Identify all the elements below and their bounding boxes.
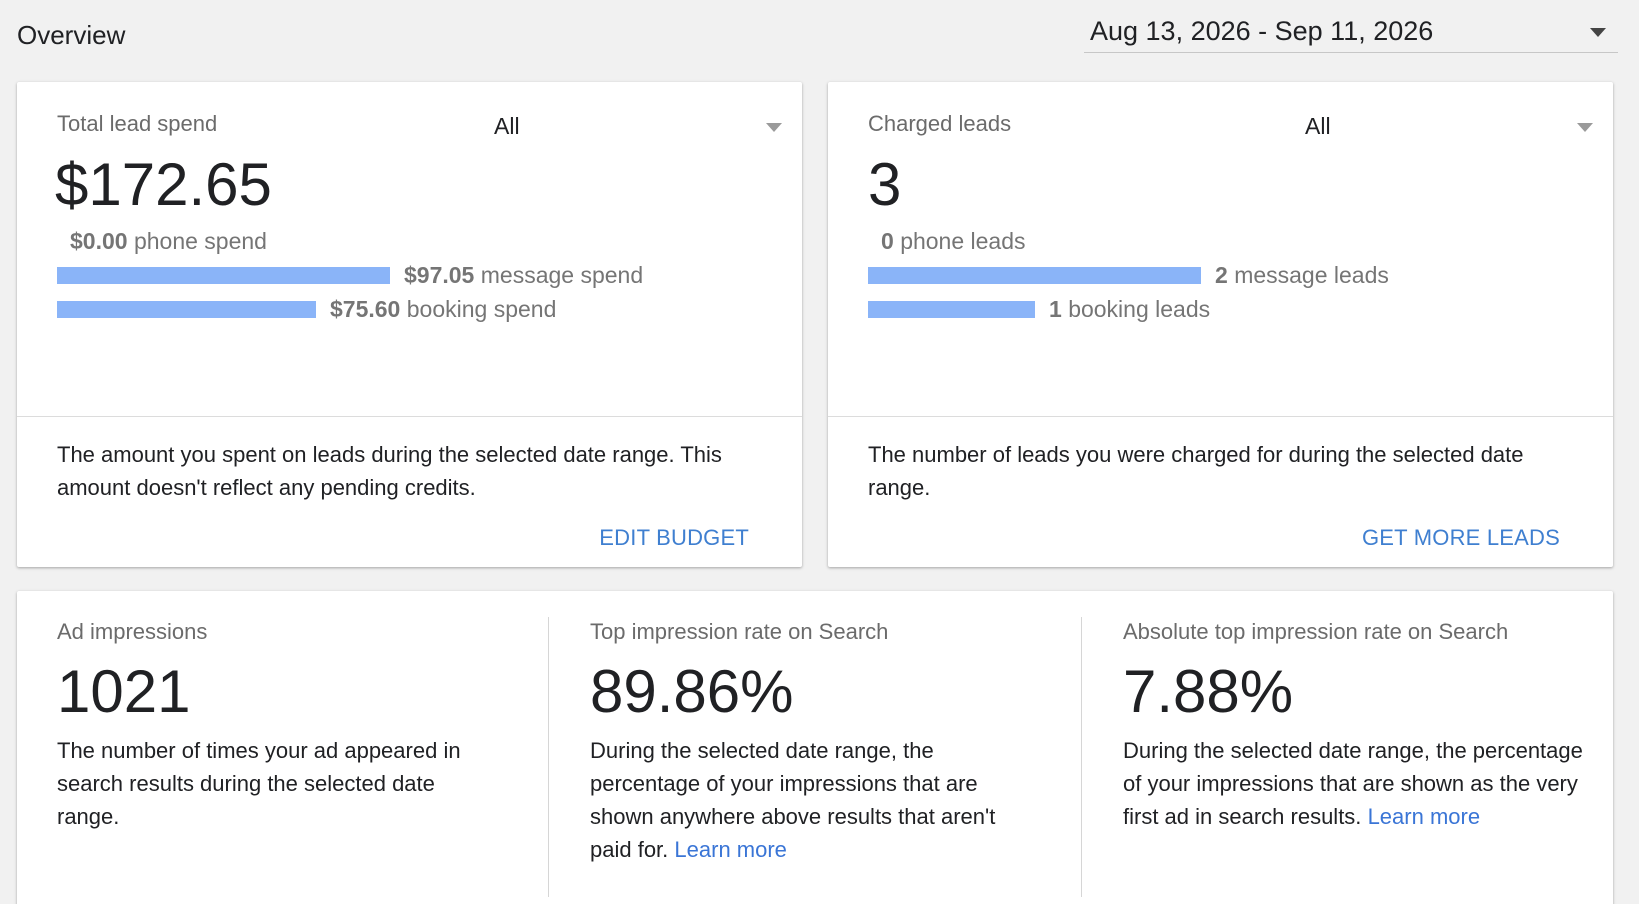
phone-spend-amount: $0.00 <box>70 228 128 254</box>
metric-value: 7.88% <box>1123 658 1294 725</box>
metric-absolute-top-impression-rate: Absolute top impression rate on Search 7… <box>1123 591 1593 891</box>
learn-more-link[interactable]: Learn more <box>1367 804 1481 829</box>
booking-leads-row: 1 booking leads <box>868 296 1210 324</box>
spend-card-label: Total lead spend <box>57 111 218 136</box>
message-spend-label: message spend <box>480 262 644 288</box>
chevron-down-icon <box>1577 123 1593 132</box>
page-title: Overview <box>17 20 126 50</box>
message-spend-amount: $97.05 <box>404 262 475 288</box>
metric-value: 1021 <box>57 658 191 725</box>
metric-description: During the selected date range, the perc… <box>1123 738 1583 829</box>
leads-filter-value: All <box>1305 113 1331 139</box>
leads-card: Charged leads All 3 0 phone leads 2 mess… <box>828 82 1613 567</box>
metric-label: Top impression rate on Search <box>590 619 889 644</box>
metric-description: During the selected date range, the perc… <box>590 738 996 862</box>
phone-leads-label: phone leads <box>900 228 1026 254</box>
booking-leads-bar <box>868 301 1035 318</box>
spend-description: The amount you spent on leads during the… <box>57 442 722 500</box>
message-leads-amount: 2 <box>1215 262 1228 288</box>
metric-divider <box>548 617 549 897</box>
card-divider <box>828 416 1613 417</box>
booking-spend-amount: $75.60 <box>330 296 401 322</box>
phone-spend-label: phone spend <box>133 228 267 254</box>
metric-description: The number of times your ad appeared in … <box>57 738 461 829</box>
message-leads-label: message leads <box>1234 262 1389 288</box>
charged-leads-value: 3 <box>868 151 902 218</box>
metric-label: Absolute top impression rate on Search <box>1123 619 1509 644</box>
learn-more-link[interactable]: Learn more <box>674 837 787 862</box>
card-divider <box>17 416 802 417</box>
message-leads-row: 2 message leads <box>868 262 1389 290</box>
message-leads-bar <box>868 267 1201 284</box>
get-more-leads-button[interactable]: GET MORE LEADS <box>1362 525 1560 550</box>
booking-spend-row: $75.60 booking spend <box>57 296 556 324</box>
spend-filter-value: All <box>494 113 520 139</box>
booking-spend-bar <box>57 301 316 318</box>
chevron-down-icon <box>1590 28 1606 37</box>
date-range-select[interactable]: Aug 13, 2026 - Sep 11, 2026 <box>1084 10 1618 53</box>
booking-leads-label: booking leads <box>1068 296 1211 322</box>
metric-label: Ad impressions <box>57 619 208 644</box>
leads-description: The number of leads you were charged for… <box>868 442 1524 500</box>
message-spend-bar <box>57 267 390 284</box>
leads-filter-select[interactable]: All <box>1299 111 1599 145</box>
leads-card-label: Charged leads <box>868 111 1012 136</box>
phone-leads-amount: 0 <box>881 228 894 254</box>
message-spend-row: $97.05 message spend <box>57 262 643 290</box>
impressions-card: Ad impressions 1021 The number of times … <box>17 591 1613 904</box>
chevron-down-icon <box>766 123 782 132</box>
spend-card: Total lead spend All $172.65 $0.00 phone… <box>17 82 802 567</box>
spend-filter-select[interactable]: All <box>488 111 788 145</box>
phone-leads-row: 0 phone leads <box>881 228 1026 256</box>
booking-leads-amount: 1 <box>1049 296 1062 322</box>
metric-value: 89.86% <box>590 658 794 725</box>
metric-ad-impressions: Ad impressions 1021 The number of times … <box>57 591 527 891</box>
phone-spend-row: $0.00 phone spend <box>70 228 267 256</box>
total-spend-value: $172.65 <box>55 151 272 218</box>
edit-budget-button[interactable]: EDIT BUDGET <box>599 525 749 550</box>
booking-spend-label: booking spend <box>406 296 557 322</box>
metric-divider <box>1081 617 1082 897</box>
metric-top-impression-rate: Top impression rate on Search 89.86% Dur… <box>590 591 1060 891</box>
date-range-value: Aug 13, 2026 - Sep 11, 2026 <box>1090 16 1434 46</box>
